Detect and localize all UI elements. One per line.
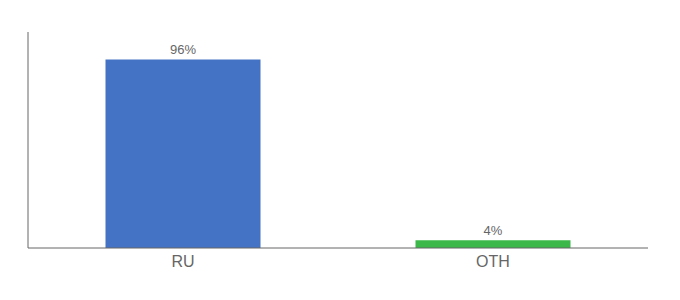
svg-text:OTH: OTH [476, 253, 510, 270]
svg-text:RU: RU [171, 253, 194, 270]
svg-text:96%: 96% [170, 42, 196, 57]
svg-text:4%: 4% [484, 223, 503, 238]
